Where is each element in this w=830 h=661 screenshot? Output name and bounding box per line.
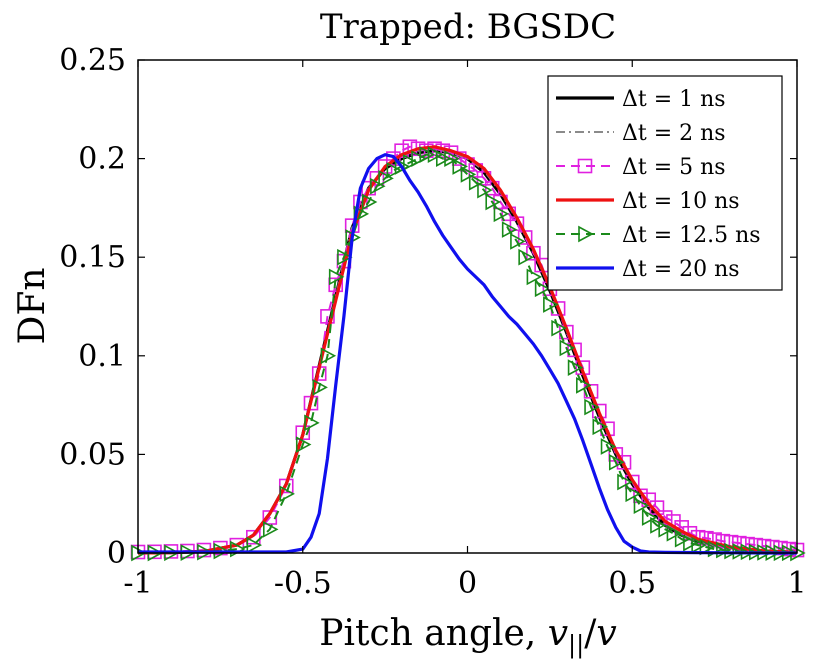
legend-entry: Δt = 1 ns xyxy=(556,87,726,112)
legend-marker xyxy=(577,158,593,174)
series-point xyxy=(279,485,295,503)
series-point xyxy=(493,205,510,223)
series-line xyxy=(138,153,797,555)
series-point xyxy=(403,154,419,171)
series-point xyxy=(608,453,625,471)
x-tick-label: -1 xyxy=(123,566,152,601)
series-point xyxy=(510,233,526,250)
series-point xyxy=(485,193,501,211)
series-point xyxy=(361,193,378,211)
legend-label: Δt = 12.5 ns xyxy=(622,223,761,248)
series-point xyxy=(419,146,435,163)
series-point xyxy=(353,205,370,223)
series-point xyxy=(567,359,584,376)
series-point xyxy=(551,319,567,337)
legend-box xyxy=(547,75,783,291)
x-tick-label: 0 xyxy=(458,566,477,601)
legend-entry: Δt = 12.5 ns xyxy=(556,223,761,248)
series-point xyxy=(650,517,666,534)
series-point xyxy=(337,248,353,266)
y-tick-label: 0 xyxy=(107,536,126,571)
x-tick-label: 0.5 xyxy=(608,566,656,601)
series-point xyxy=(633,497,650,515)
series-point xyxy=(452,158,468,175)
y-tick-label: 0.1 xyxy=(78,339,126,374)
series-point xyxy=(378,169,394,187)
legend-label: Δt = 20 ns xyxy=(622,257,740,282)
legend-entry: Δt = 20 ns xyxy=(556,257,740,282)
series-point xyxy=(683,534,699,552)
series-line xyxy=(138,153,798,554)
series-point xyxy=(526,268,543,286)
y-tick-label: 0.25 xyxy=(59,43,126,78)
series-point xyxy=(262,520,279,538)
series-point xyxy=(591,403,607,419)
series-point xyxy=(295,436,312,453)
chart-title: Trapped: BGSDC xyxy=(320,7,616,47)
series-point xyxy=(444,150,460,167)
series-point xyxy=(320,309,335,324)
series-point xyxy=(534,280,551,298)
series-point xyxy=(641,509,658,526)
series-point xyxy=(386,162,403,179)
series-point xyxy=(435,150,452,167)
legend-label: Δt = 5 ns xyxy=(622,155,726,180)
series-layer xyxy=(130,139,806,562)
series-point xyxy=(328,268,345,286)
series-point xyxy=(715,533,731,549)
series-point xyxy=(518,248,534,266)
y-tick-label: 0.05 xyxy=(59,437,126,472)
series-point xyxy=(592,418,608,436)
series-point xyxy=(666,524,683,542)
series-point xyxy=(658,520,674,538)
series-point xyxy=(246,536,263,554)
x-tick-label: 1 xyxy=(787,566,806,601)
legend-entry: Δt = 5 ns xyxy=(556,155,726,180)
y-axis-label: DFn xyxy=(12,267,53,344)
series-point xyxy=(501,221,518,238)
series-point xyxy=(617,473,633,491)
series-point xyxy=(691,536,707,554)
series-point xyxy=(576,377,592,394)
series-point xyxy=(674,530,691,548)
series-point xyxy=(312,379,328,396)
series-point xyxy=(468,173,485,191)
series-point xyxy=(559,339,576,357)
series-point xyxy=(616,454,632,470)
series-point xyxy=(584,398,600,416)
series-point xyxy=(460,166,477,183)
series-point xyxy=(724,542,740,560)
legend-label: Δt = 2 ns xyxy=(622,121,726,146)
series-point xyxy=(477,181,493,199)
series-point xyxy=(411,150,427,167)
series-point xyxy=(657,510,673,525)
ticks-layer: -1 -0.5 0 0.5 1 0 0.05 0.1 0.15 0.2 0.25 xyxy=(59,43,806,601)
series-4 xyxy=(131,146,806,562)
series-point xyxy=(304,414,320,432)
series-point xyxy=(320,347,337,365)
series-5 xyxy=(138,153,797,555)
series-point xyxy=(624,474,640,490)
y-tick-label: 0.2 xyxy=(78,142,126,177)
x-tick-label: -0.5 xyxy=(274,566,332,601)
series-point xyxy=(699,538,716,556)
legend-label: Δt = 10 ns xyxy=(622,189,740,214)
legend-label: Δt = 1 ns xyxy=(622,87,726,112)
series-point xyxy=(625,485,641,503)
x-axis-label: Pitch angle, v||/v xyxy=(319,613,616,660)
legend-marker xyxy=(578,225,594,243)
legend: Δt = 1 ns Δt = 2 ns Δt = 5 ns Δt = 10 ns Δt … xyxy=(547,75,783,291)
series-point xyxy=(427,146,444,163)
series-point xyxy=(370,177,386,195)
series-point xyxy=(641,492,657,508)
series-point xyxy=(543,296,559,313)
legend-entry: Δt = 10 ns xyxy=(556,189,740,214)
legend-entry: Δt = 2 ns xyxy=(556,121,726,146)
series-point xyxy=(600,438,617,455)
y-tick-label: 0.15 xyxy=(59,240,126,275)
series-point xyxy=(386,151,401,166)
